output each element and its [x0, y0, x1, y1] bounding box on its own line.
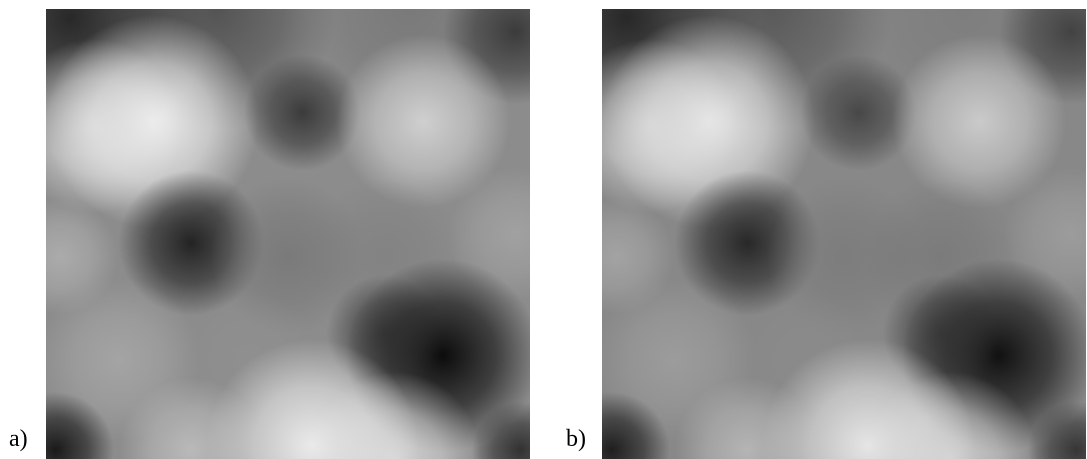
blurred-grayscale-image-b — [602, 9, 1086, 459]
panel-label-b: b) — [566, 426, 586, 452]
blurred-grayscale-image-a — [46, 9, 530, 459]
image-panel-a — [46, 9, 530, 459]
panel-label-a: a) — [9, 426, 28, 452]
image-panel-b — [602, 9, 1086, 459]
